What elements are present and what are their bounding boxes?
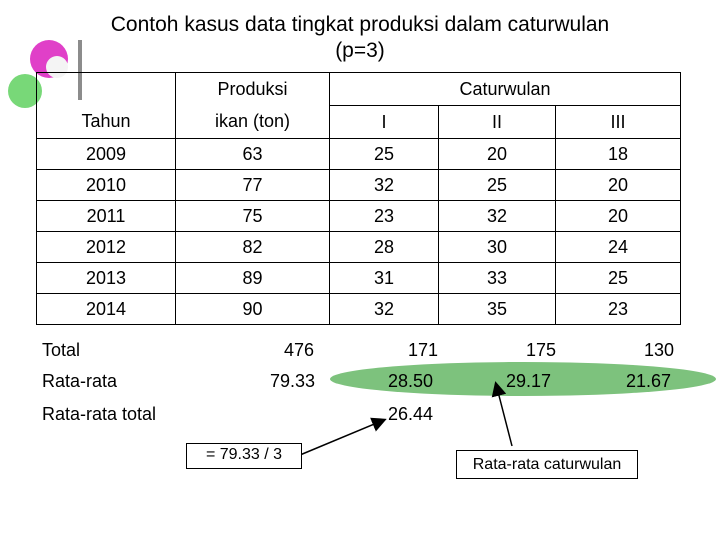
cell-tahun: 2009 xyxy=(36,138,176,170)
production-table: Produksi Caturwulan Tahun ikan (ton) I I… xyxy=(36,72,681,325)
cell-cw3: 25 xyxy=(555,262,681,294)
cell-produksi: 90 xyxy=(175,293,330,325)
total-cw2: 175 xyxy=(526,340,557,360)
rata-cw1: 28.50 xyxy=(388,371,434,391)
table-row: 2010 77 32 25 20 xyxy=(36,169,681,201)
cell-cw2: 20 xyxy=(438,138,556,170)
rata-label: Rata-rata xyxy=(42,371,118,391)
arrow-formula xyxy=(299,417,387,456)
rata-total-label: Rata-rata total xyxy=(42,404,157,424)
title-line-1: Contoh kasus data tingkat produksi dalam… xyxy=(110,13,610,36)
rata-caturwulan-box: Rata-rata caturwulan xyxy=(456,450,638,479)
header-row-2: Tahun ikan (ton) I II III xyxy=(36,105,681,139)
table-row: 2014 90 32 35 23 xyxy=(36,293,681,325)
header-produksi: Produksi xyxy=(175,72,330,106)
table-row: 2012 82 28 30 24 xyxy=(36,231,681,263)
cell-cw1: 31 xyxy=(329,262,439,294)
header-cw-3: III xyxy=(555,105,681,139)
cell-cw1: 28 xyxy=(329,231,439,263)
header-blank xyxy=(36,72,176,106)
rata-total-value: 26.44 xyxy=(388,404,434,424)
cell-cw3: 24 xyxy=(555,231,681,263)
table-row: 2013 89 31 33 25 xyxy=(36,262,681,294)
cell-cw3: 18 xyxy=(555,138,681,170)
decorative-bar xyxy=(78,40,82,100)
highlight-ellipse xyxy=(330,362,716,396)
cell-cw3: 23 xyxy=(555,293,681,325)
rata-cw2: 29.17 xyxy=(506,371,552,391)
header-cw-1: I xyxy=(329,105,439,139)
rata-cw3: 21.67 xyxy=(626,371,672,391)
cell-cw1: 25 xyxy=(329,138,439,170)
cell-cw2: 32 xyxy=(438,200,556,232)
cell-cw2: 25 xyxy=(438,169,556,201)
total-cw3: 130 xyxy=(644,340,675,360)
table-row: 2009 63 25 20 18 xyxy=(36,138,681,170)
total-cw1: 171 xyxy=(408,340,439,360)
cell-cw1: 32 xyxy=(329,293,439,325)
cell-tahun: 2013 xyxy=(36,262,176,294)
arrow-rata-caturwulan xyxy=(491,381,513,447)
header-caturwulan: Caturwulan xyxy=(329,72,681,106)
page-title: Contoh kasus data tingkat produksi dalam… xyxy=(40,12,680,64)
rata-produksi: 79.33 xyxy=(270,371,316,391)
cell-cw3: 20 xyxy=(555,169,681,201)
header-row-1: Produksi Caturwulan xyxy=(36,72,681,106)
total-produksi: 476 xyxy=(284,340,315,360)
formula-box: = 79.33 / 3 xyxy=(186,443,302,469)
cell-tahun: 2010 xyxy=(36,169,176,201)
cell-cw2: 35 xyxy=(438,293,556,325)
total-label: Total xyxy=(42,340,81,360)
header-ikan: ikan (ton) xyxy=(175,105,330,139)
cell-produksi: 77 xyxy=(175,169,330,201)
title-line-2: (p=3) xyxy=(335,39,385,62)
cell-tahun: 2014 xyxy=(36,293,176,325)
cell-cw3: 20 xyxy=(555,200,681,232)
